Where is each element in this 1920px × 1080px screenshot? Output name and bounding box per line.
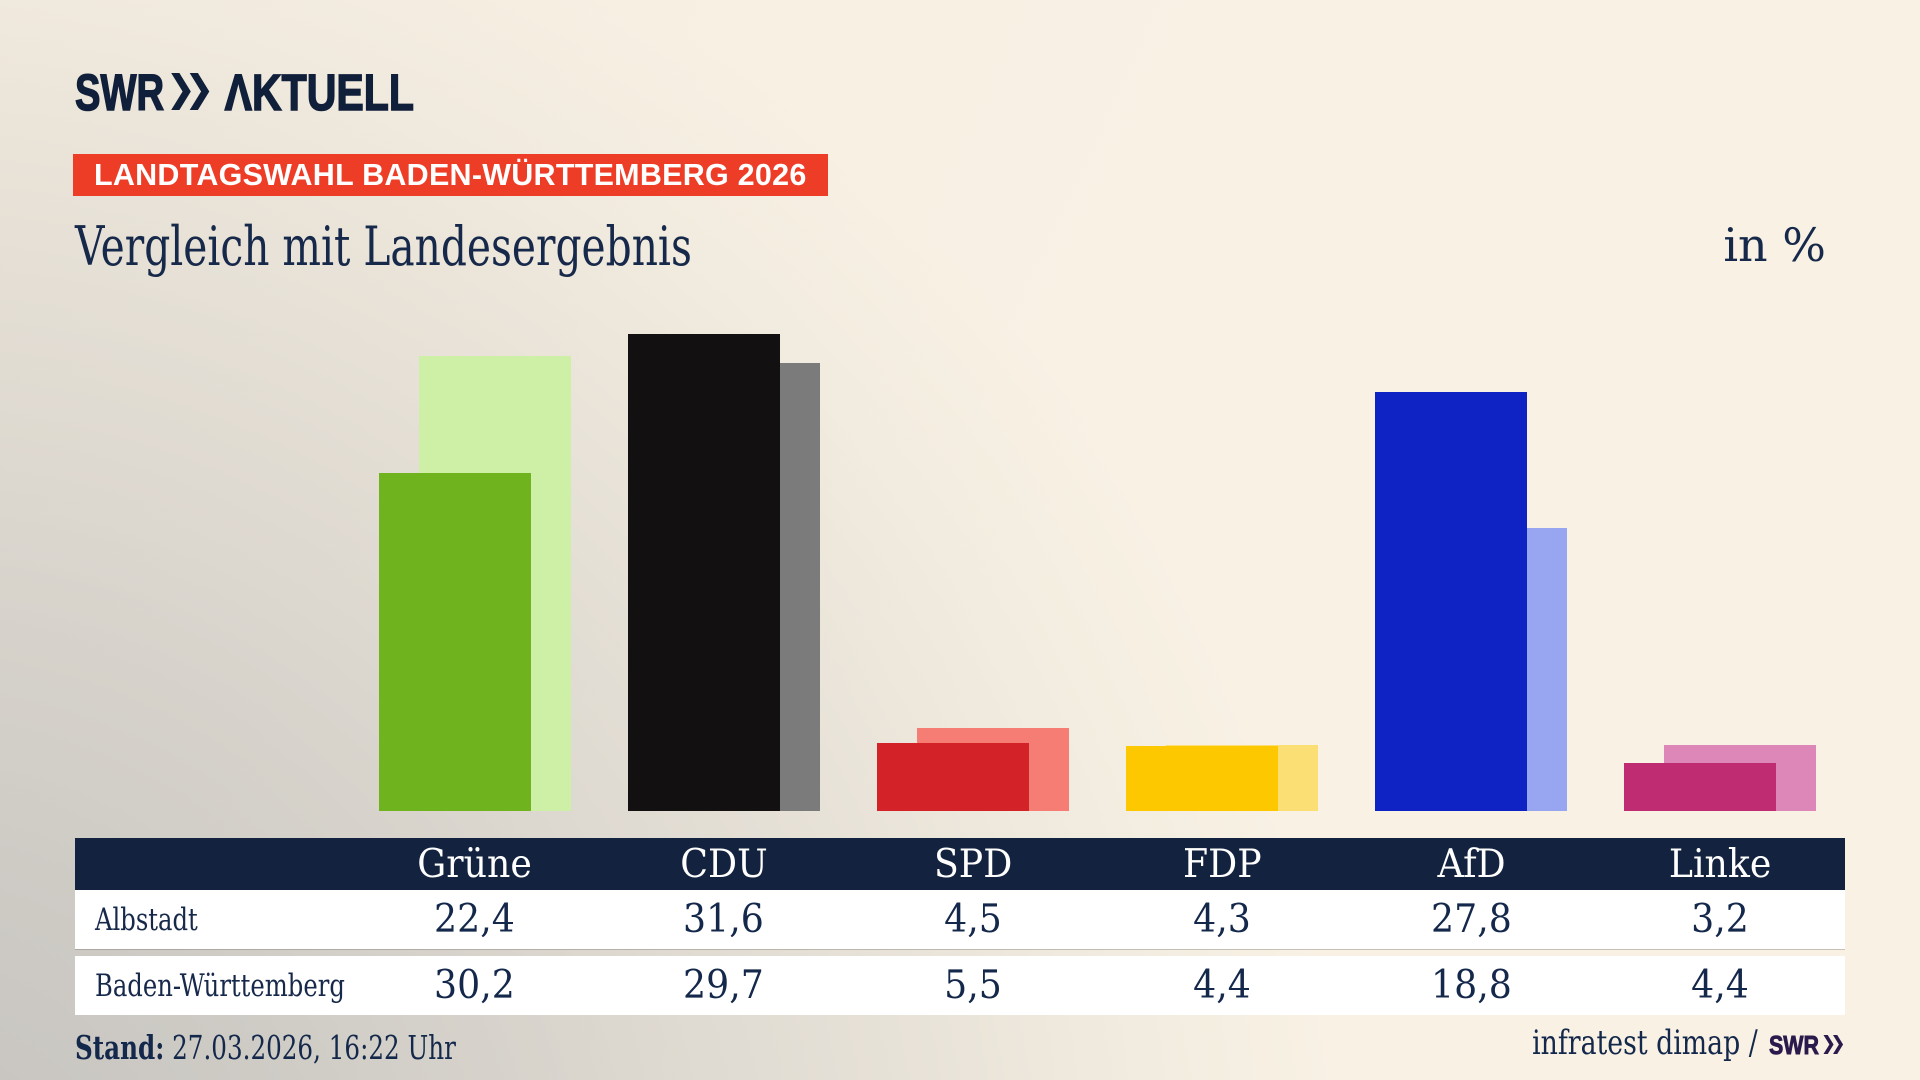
table-header-linke-text: Linke xyxy=(1669,841,1772,887)
value-land-gruene: 30,2 xyxy=(350,956,599,1015)
bar-albstadt-cdu xyxy=(627,334,780,811)
timestamp: Stand: 27.03.2026, 16:22 Uhr xyxy=(75,1028,456,1067)
value-albstadt-cdu: 31,6 xyxy=(599,890,848,949)
row-label-baden-wuerttemberg: Baden-Württemberg xyxy=(75,956,350,1015)
value-text: 30,2 xyxy=(434,963,515,1008)
timestamp-label: Stand: xyxy=(75,1028,165,1067)
table-header-fdp-text: FDP xyxy=(1182,841,1262,887)
bar-albstadt-linke xyxy=(1624,762,1777,811)
bar-albstadt-gruene xyxy=(378,473,531,811)
row-label-albstadt-text: Albstadt xyxy=(95,901,198,938)
value-text: 4,4 xyxy=(1691,963,1750,1008)
bar-albstadt-spd xyxy=(876,743,1029,811)
value-text: 18,8 xyxy=(1430,963,1512,1008)
chart-title: Vergleich mit Landesergebnis xyxy=(75,215,692,278)
unit-label: in % xyxy=(1723,218,1826,272)
logo-aktuell-text: ΛKTUELL xyxy=(225,72,414,120)
value-text: 31,6 xyxy=(683,897,765,942)
table-header-spd-text: SPD xyxy=(933,841,1013,887)
table-header-afd-text: AfD xyxy=(1437,841,1506,887)
table-header-fdp: FDP xyxy=(1097,838,1346,890)
value-land-cdu: 29,7 xyxy=(599,956,848,1015)
bar-albstadt-afd xyxy=(1375,391,1528,811)
value-albstadt-linke: 3,2 xyxy=(1596,890,1845,949)
row-label-baden-wuerttemberg-text: Baden-Württemberg xyxy=(95,967,345,1004)
source-credit-text: infratest dimap / xyxy=(1532,1023,1758,1063)
logo-swr-text: SWR xyxy=(75,72,164,120)
result-table: Grüne CDU SPD FDP AfD Linke Albstadt 22,4 31,6… xyxy=(75,838,1845,1015)
bar-albstadt-fdp xyxy=(1126,746,1279,811)
table-header-gruene-text: Grüne xyxy=(417,841,532,887)
value-albstadt-spd: 4,5 xyxy=(848,890,1097,949)
value-text: 27,8 xyxy=(1430,897,1512,942)
value-land-fdp: 4,4 xyxy=(1097,956,1346,1015)
source-logo-chevrons-icon xyxy=(1823,1035,1844,1055)
table-header-spacer xyxy=(75,838,350,890)
value-text: 22,4 xyxy=(434,897,515,942)
table-header-linke: Linke xyxy=(1596,838,1845,890)
value-land-afd: 18,8 xyxy=(1347,956,1596,1015)
value-albstadt-gruene: 22,4 xyxy=(350,890,599,949)
row-label-albstadt: Albstadt xyxy=(75,890,350,949)
value-land-spd: 5,5 xyxy=(848,956,1097,1015)
value-text: 4,4 xyxy=(1193,963,1251,1008)
value-text: 5,5 xyxy=(944,963,1002,1008)
table-row-albstadt: Albstadt 22,4 31,6 4,5 4,3 27,8 3,2 xyxy=(75,890,1845,949)
value-albstadt-afd: 27,8 xyxy=(1347,890,1596,949)
value-land-linke: 4,4 xyxy=(1596,956,1845,1015)
election-badge: LANDTAGSWAHL BADEN-WÜRTTEMBERG 2026 xyxy=(73,154,828,196)
logo-chevrons-icon xyxy=(171,73,210,110)
timestamp-value: 27.03.2026, 16:22 Uhr xyxy=(172,1028,456,1067)
table-header-spd: SPD xyxy=(848,838,1097,890)
source-swr-logo: SWR xyxy=(1769,1030,1844,1058)
table-header-afd: AfD xyxy=(1347,838,1596,890)
table-row-baden-wuerttemberg: Baden-Württemberg 30,2 29,7 5,5 4,4 18,8 4,4 xyxy=(75,956,1845,1015)
source-logo-swr-text: SWR xyxy=(1769,1030,1819,1058)
swr-aktuell-logo: SWR ΛKTUELL xyxy=(75,72,415,120)
value-text: 29,7 xyxy=(683,963,765,1008)
table-header-cdu-text: CDU xyxy=(680,841,768,887)
table-header-gruene: Grüne xyxy=(350,838,599,890)
value-text: 3,2 xyxy=(1691,897,1750,942)
value-text: 4,5 xyxy=(944,897,1002,942)
value-text: 4,3 xyxy=(1193,897,1251,942)
value-albstadt-fdp: 4,3 xyxy=(1097,890,1346,949)
table-header-cdu: CDU xyxy=(599,838,848,890)
table-header-row: Grüne CDU SPD FDP AfD Linke xyxy=(75,838,1845,890)
